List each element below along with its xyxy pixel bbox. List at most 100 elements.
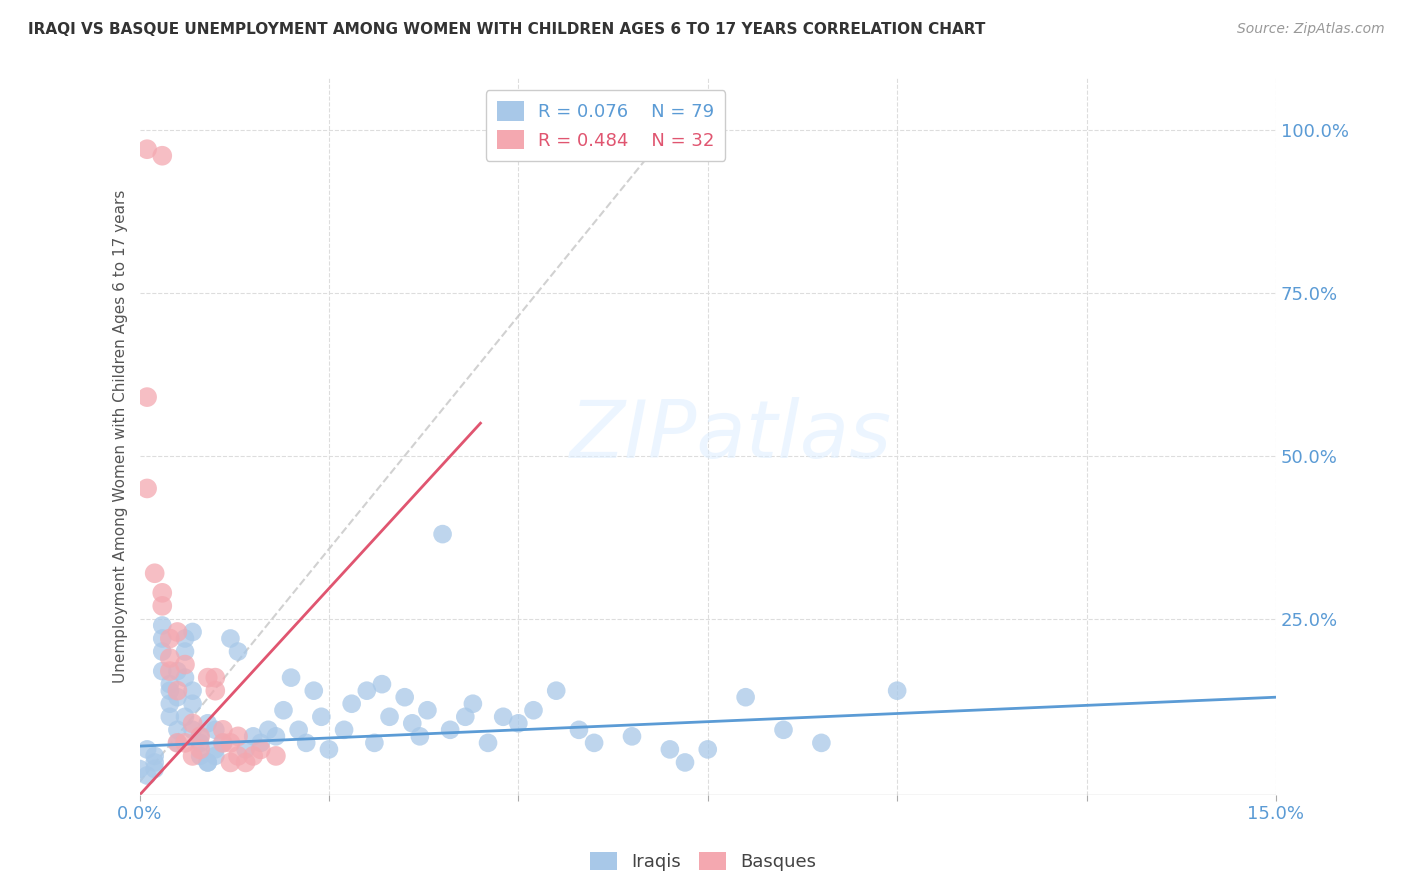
Point (181, 683, 204, 698)
Point (235, 756, 257, 770)
Legend: R = 0.076    N = 79, R = 0.484    N = 32: R = 0.076 N = 79, R = 0.484 N = 32 (485, 90, 725, 161)
Point (673, 756, 696, 770)
Point (249, 742, 271, 756)
Point (150, 664, 173, 678)
Point (242, 748, 264, 763)
Point (188, 736, 211, 750)
Point (226, 748, 249, 763)
Point (150, 149, 173, 163)
Point (522, 703, 544, 717)
Point (181, 723, 204, 737)
Point (174, 657, 197, 672)
Point (166, 624, 188, 639)
Point (166, 664, 188, 678)
Point (226, 730, 249, 744)
Point (242, 730, 264, 744)
Point (136, 390, 159, 404)
Point (197, 756, 219, 770)
Point (810, 736, 832, 750)
Point (188, 730, 211, 744)
Point (295, 736, 318, 750)
Legend: Iraqis, Basques: Iraqis, Basques (582, 845, 824, 879)
Point (143, 566, 166, 581)
Point (432, 527, 454, 541)
Point (416, 703, 439, 717)
Point (886, 683, 908, 698)
Point (401, 716, 423, 731)
Point (136, 482, 159, 496)
Point (174, 644, 197, 658)
Point (287, 723, 309, 737)
Point (174, 736, 197, 750)
Point (371, 677, 394, 691)
Point (546, 683, 568, 698)
Point (181, 748, 204, 763)
Point (212, 723, 235, 737)
Point (394, 690, 416, 705)
Point (150, 599, 173, 613)
Point (159, 651, 181, 665)
Point (143, 756, 166, 770)
Point (454, 710, 477, 724)
Point (136, 768, 159, 782)
Text: ZIPatlas: ZIPatlas (569, 397, 891, 475)
Point (128, 762, 150, 776)
Point (174, 710, 197, 724)
Point (378, 710, 401, 724)
Point (136, 742, 159, 756)
Point (273, 703, 295, 717)
Point (461, 697, 484, 711)
Point (264, 748, 287, 763)
Point (302, 683, 325, 698)
Point (212, 736, 235, 750)
Point (188, 730, 211, 744)
Point (159, 683, 181, 698)
Point (204, 748, 226, 763)
Point (204, 671, 226, 685)
Point (734, 690, 756, 705)
Point (197, 716, 219, 731)
Point (150, 618, 173, 632)
Point (492, 710, 515, 724)
Y-axis label: Unemployment Among Women with Children Ages 6 to 17 years: Unemployment Among Women with Children A… (114, 190, 128, 683)
Point (583, 736, 606, 750)
Point (143, 748, 166, 763)
Point (204, 723, 226, 737)
Point (249, 736, 271, 750)
Point (772, 723, 794, 737)
Point (508, 716, 530, 731)
Point (159, 632, 181, 646)
Point (188, 742, 211, 756)
Point (150, 586, 173, 600)
Point (219, 632, 242, 646)
Point (257, 723, 280, 737)
Point (188, 748, 211, 763)
Point (219, 756, 242, 770)
Text: Source: ZipAtlas.com: Source: ZipAtlas.com (1237, 22, 1385, 37)
Point (311, 710, 333, 724)
Point (318, 742, 340, 756)
Point (333, 723, 356, 737)
Point (166, 683, 188, 698)
Point (150, 644, 173, 658)
Point (219, 736, 242, 750)
Point (204, 683, 226, 698)
Point (212, 736, 235, 750)
Point (235, 742, 257, 756)
Point (136, 142, 159, 156)
Point (159, 697, 181, 711)
Point (568, 723, 591, 737)
Point (159, 664, 181, 678)
Point (181, 624, 204, 639)
Point (166, 736, 188, 750)
Point (204, 742, 226, 756)
Point (159, 710, 181, 724)
Point (143, 762, 166, 776)
Point (197, 756, 219, 770)
Point (174, 632, 197, 646)
Point (174, 671, 197, 685)
Point (181, 697, 204, 711)
Point (439, 723, 461, 737)
Point (696, 742, 718, 756)
Point (166, 736, 188, 750)
